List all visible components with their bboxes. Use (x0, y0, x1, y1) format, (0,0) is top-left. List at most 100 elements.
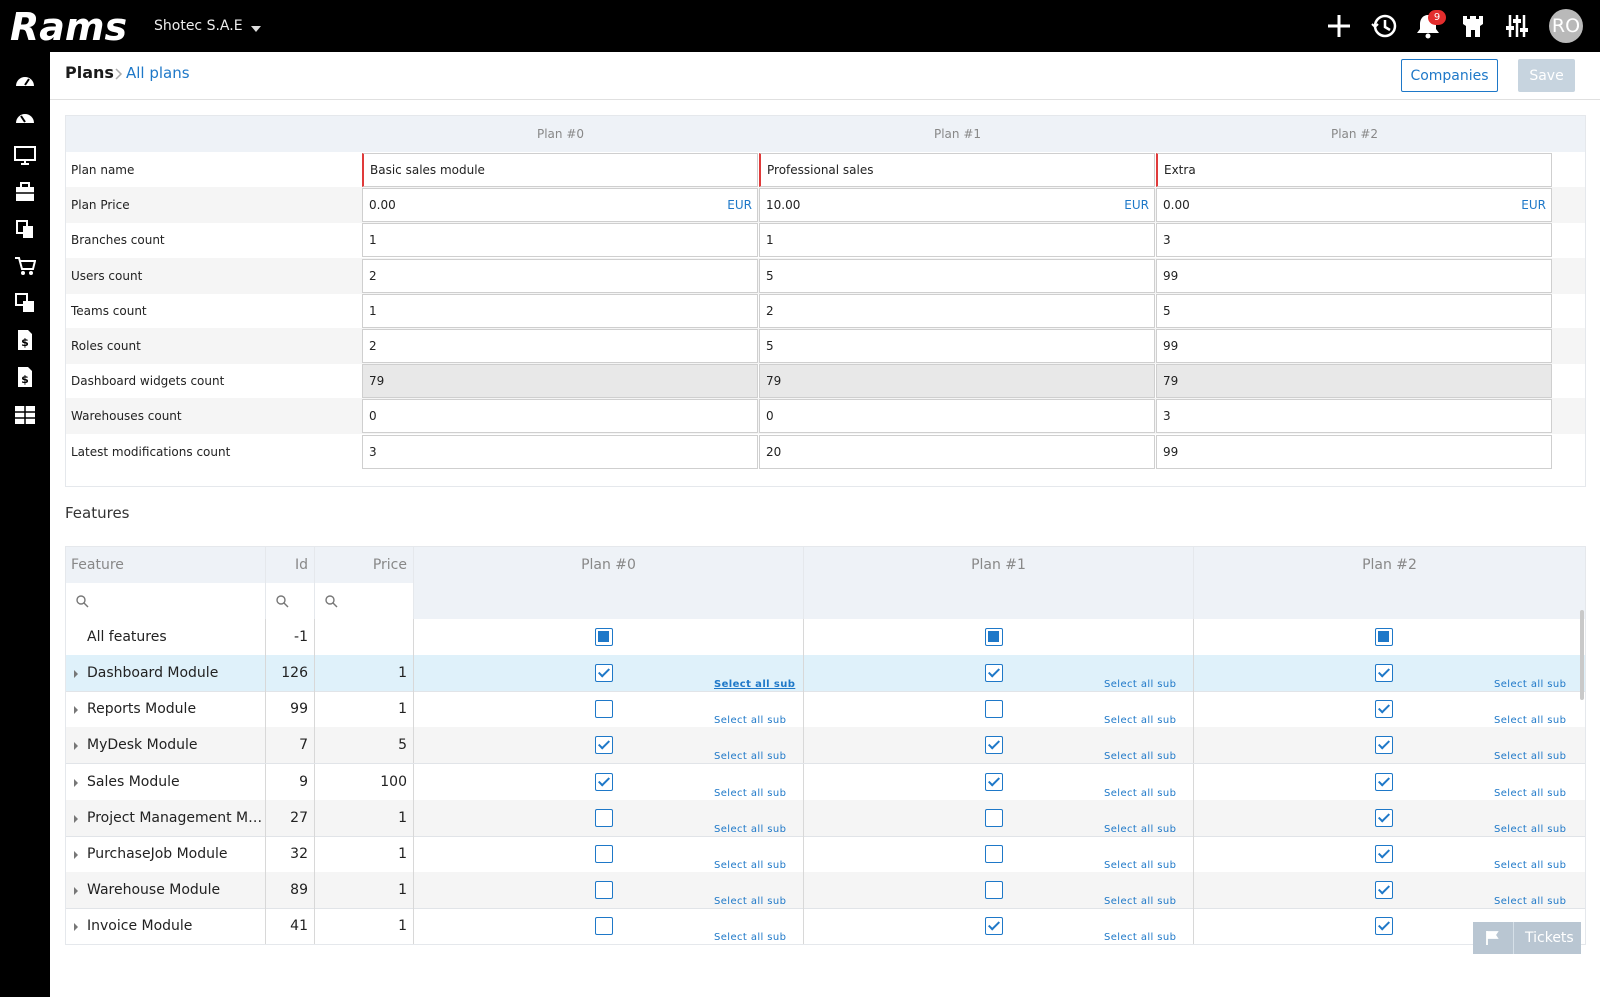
shopping-cart-icon[interactable] (14, 255, 36, 277)
add-icon[interactable] (1325, 12, 1353, 40)
plan-2-checkbox[interactable] (1375, 628, 1393, 646)
select-all-sub-link[interactable]: Select all sub (714, 787, 787, 799)
feature-row[interactable]: Sales Module 9 100 Select all sub Select all… (66, 763, 1585, 801)
plan-value-field[interactable]: 99 (1156, 329, 1552, 363)
plan-value-field[interactable]: Professional sales (759, 153, 1155, 187)
plan-value-field[interactable]: 1 (362, 293, 758, 328)
plan-1-checkbox[interactable] (985, 917, 1003, 936)
plan-value-field[interactable]: 5 (1156, 293, 1552, 328)
monitor-icon[interactable] (14, 144, 36, 166)
plan-value-field[interactable]: 0.00 EUR (362, 188, 758, 223)
price-filter-input[interactable] (315, 583, 414, 619)
features-scrollbar[interactable] (1580, 610, 1584, 700)
price-column-header[interactable]: Price (315, 547, 414, 583)
select-all-sub-link[interactable]: Select all sub (714, 679, 796, 690)
documents-icon[interactable] (14, 218, 36, 240)
plan-value-field[interactable]: 2 (759, 293, 1155, 328)
plan-0-checkbox[interactable] (595, 917, 613, 936)
select-all-sub-link[interactable]: Select all sub (714, 896, 787, 908)
expand-arrow-icon[interactable] (74, 887, 78, 896)
plan-value-field[interactable]: 0 (759, 399, 1155, 434)
plan-value-field[interactable]: 1 (759, 223, 1155, 258)
plan-2-checkbox[interactable] (1375, 736, 1393, 755)
select-all-sub-link[interactable]: Select all sub (714, 715, 787, 727)
plan-value-field[interactable]: 1 (362, 223, 758, 258)
feature-row[interactable]: Invoice Module 41 1 Select all sub Select al… (66, 908, 1585, 944)
select-all-sub-link[interactable]: Select all sub (1494, 823, 1567, 835)
plan-0-checkbox[interactable] (595, 881, 613, 900)
id-filter-input[interactable] (266, 583, 315, 619)
plan-value-field[interactable]: 99 (1156, 258, 1552, 293)
plan-2-checkbox[interactable] (1375, 772, 1393, 791)
plan-0-checkbox[interactable] (595, 736, 613, 755)
history-icon[interactable] (1370, 12, 1398, 40)
expand-arrow-icon[interactable] (74, 923, 78, 932)
briefcase-icon[interactable] (14, 181, 36, 203)
select-all-sub-link[interactable]: Select all sub (1104, 896, 1177, 908)
invoice-dollar-icon[interactable]: $ (14, 329, 36, 351)
plan-0-checkbox[interactable] (595, 845, 613, 863)
feature-row[interactable]: MyDesk Module 7 5 Select all sub Select all … (66, 727, 1585, 765)
plan-value-field[interactable]: 5 (759, 258, 1155, 293)
feature-row[interactable]: Warehouse Module 89 1 Select all sub Select … (66, 872, 1585, 910)
plan-0-checkbox[interactable] (595, 808, 613, 827)
select-all-sub-link[interactable]: Select all sub (1494, 787, 1567, 799)
plan-value-field[interactable]: 2 (362, 329, 758, 363)
dashboard-gauge-icon-2[interactable] (14, 107, 36, 129)
plans-grid-icon[interactable] (14, 404, 36, 426)
plan-2-checkbox[interactable] (1375, 845, 1393, 863)
castle-icon[interactable] (1459, 12, 1487, 40)
plan-2-checkbox[interactable] (1375, 808, 1393, 827)
plan-value-field[interactable]: 0 (362, 399, 758, 434)
feature-row[interactable]: Dashboard Module 126 1 Select all sub Select… (66, 655, 1585, 692)
select-all-sub-link[interactable]: Select all sub (1104, 860, 1177, 871)
plan-value-field[interactable]: 2 (362, 258, 758, 293)
invoice-dollar-icon-2[interactable]: $ (14, 366, 36, 388)
id-column-header[interactable]: Id (266, 547, 315, 583)
select-all-sub-link[interactable]: Select all sub (714, 860, 787, 871)
expand-arrow-icon[interactable] (74, 814, 78, 823)
settings-sliders-icon[interactable] (1503, 12, 1531, 40)
plan-value-field[interactable]: 5 (759, 329, 1155, 363)
select-all-sub-link[interactable]: Select all sub (1104, 932, 1177, 944)
feature-column-header[interactable]: Feature (66, 547, 266, 583)
save-button[interactable]: Save (1518, 59, 1575, 92)
plan-value-field[interactable]: 3 (362, 434, 758, 469)
select-all-sub-link[interactable]: Select all sub (1104, 823, 1177, 835)
select-all-sub-link[interactable]: Select all sub (1494, 715, 1567, 727)
plan-1-checkbox[interactable] (985, 772, 1003, 791)
plan-2-checkbox[interactable] (1375, 917, 1393, 936)
dashboard-gauge-icon[interactable] (14, 70, 36, 92)
select-all-sub-link[interactable]: Select all sub (1494, 860, 1567, 871)
user-avatar[interactable]: RO (1549, 9, 1583, 43)
breadcrumb-current[interactable]: All plans (126, 64, 190, 82)
expand-arrow-icon[interactable] (74, 778, 78, 787)
plan-value-field[interactable]: Basic sales module (362, 153, 758, 187)
tickets-button[interactable]: Tickets (1473, 922, 1581, 954)
plan-2-checkbox[interactable] (1375, 700, 1393, 719)
select-all-sub-link[interactable]: Select all sub (1104, 787, 1177, 799)
expand-arrow-icon[interactable] (74, 670, 78, 678)
plan-value-field[interactable]: 0.00 EUR (1156, 188, 1552, 223)
select-all-sub-link[interactable]: Select all sub (714, 932, 787, 944)
select-all-sub-link[interactable]: Select all sub (1104, 679, 1177, 690)
plan-1-checkbox[interactable] (985, 736, 1003, 755)
feature-filter-input[interactable] (66, 583, 266, 619)
plan-value-field[interactable]: 3 (1156, 399, 1552, 434)
plan-0-checkbox[interactable] (595, 628, 613, 646)
feature-row[interactable]: PurchaseJob Module 32 1 Select all sub Selec… (66, 836, 1585, 873)
plan-1-checkbox[interactable] (985, 628, 1003, 646)
select-all-sub-link[interactable]: Select all sub (1104, 751, 1177, 763)
rams-logo[interactable]: Rams (10, 6, 132, 46)
select-all-sub-link[interactable]: Select all sub (714, 751, 787, 763)
select-all-sub-link[interactable]: Select all sub (1494, 679, 1567, 690)
plan-1-checkbox[interactable] (985, 700, 1003, 719)
copy-icon[interactable] (14, 292, 36, 314)
plan-0-checkbox[interactable] (595, 772, 613, 791)
companies-button[interactable]: Companies (1401, 59, 1498, 92)
select-all-sub-link[interactable]: Select all sub (1104, 715, 1177, 727)
breadcrumb-root[interactable]: Plans (65, 63, 114, 82)
select-all-sub-link[interactable]: Select all sub (1494, 896, 1567, 908)
plan-1-checkbox[interactable] (985, 808, 1003, 827)
expand-arrow-icon[interactable] (74, 742, 78, 751)
